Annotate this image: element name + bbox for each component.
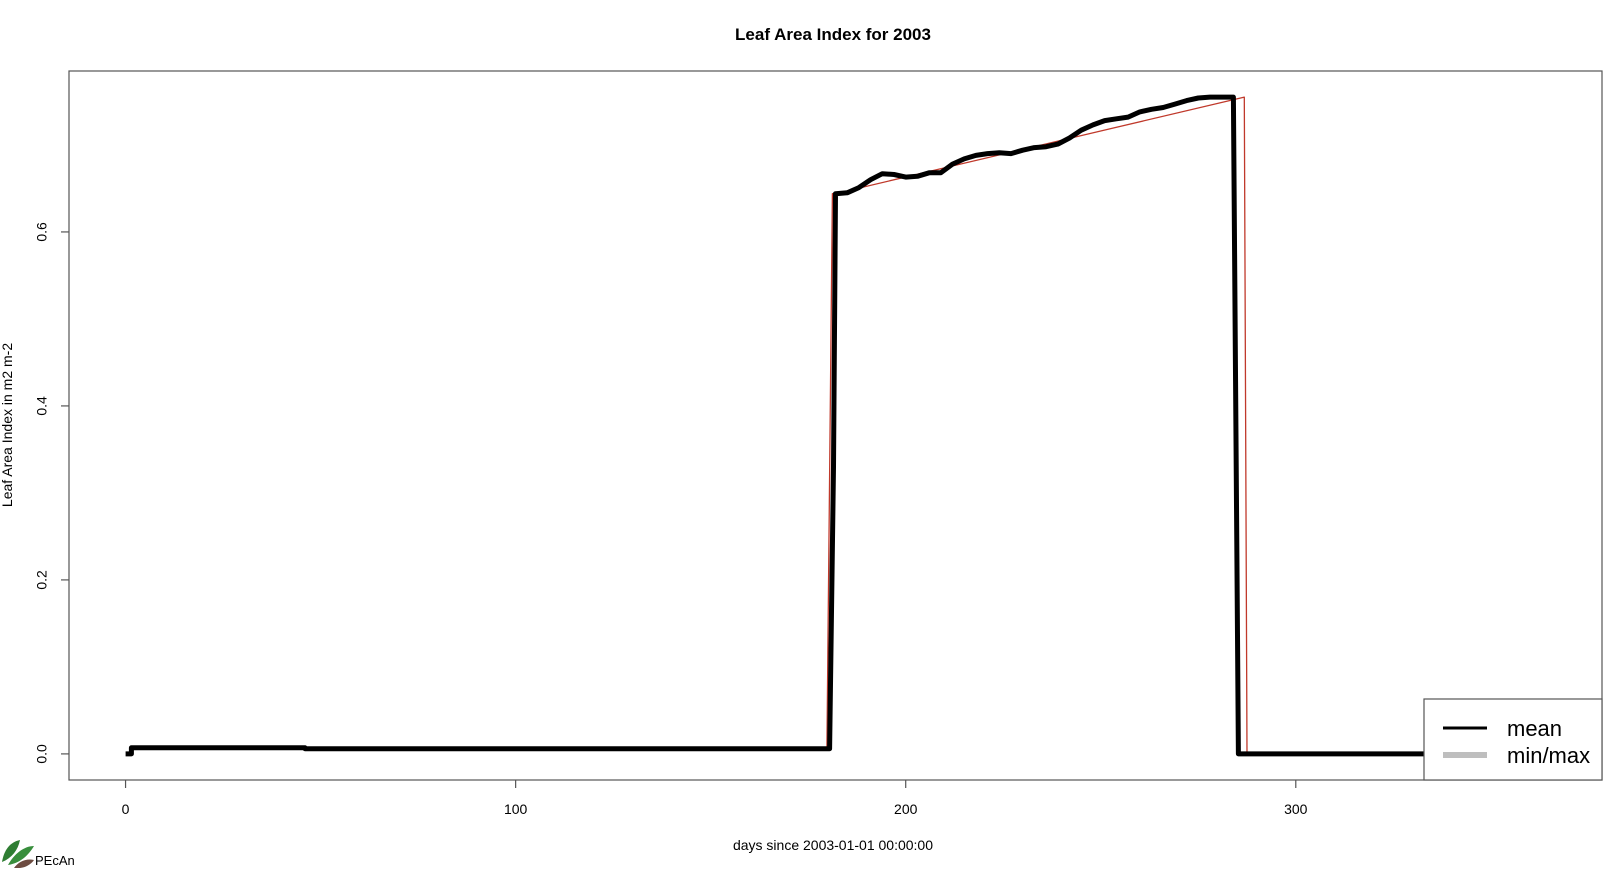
series-line-mean [125, 94, 1425, 757]
y-axis: 0.0 0.2 0.4 0.6 [34, 222, 69, 764]
logo-text: PEcAn [35, 853, 75, 868]
series-layer [125, 94, 1425, 757]
y-tick-label: 0.0 [34, 744, 50, 764]
leaf-icon [2, 840, 20, 862]
y-axis-label: Leaf Area Index in m2 m-2 [0, 343, 15, 507]
leaf-icon [8, 846, 34, 865]
legend-label-mean: mean [1507, 716, 1562, 741]
chart-title: Leaf Area Index for 2003 [735, 25, 931, 44]
x-axis-label: days since 2003-01-01 00:00:00 [733, 837, 933, 853]
x-tick-label: 0 [122, 801, 130, 817]
legend: mean min/max [1423, 698, 1603, 781]
x-tick-label: 300 [1284, 801, 1308, 817]
legend-label-minmax: min/max [1507, 743, 1590, 768]
y-tick-label: 0.6 [34, 222, 50, 242]
x-tick-label: 200 [894, 801, 918, 817]
leaf-icon [14, 859, 34, 868]
plot-frame [68, 70, 1603, 781]
x-tick-label: 100 [504, 801, 528, 817]
legend-box [1423, 698, 1603, 781]
y-tick-label: 0.2 [34, 570, 50, 590]
y-tick-label: 0.4 [34, 396, 50, 416]
series-line-red [826, 96, 1248, 754]
x-axis: 0 100 200 300 [122, 780, 1308, 817]
pecan-logo [2, 840, 34, 868]
